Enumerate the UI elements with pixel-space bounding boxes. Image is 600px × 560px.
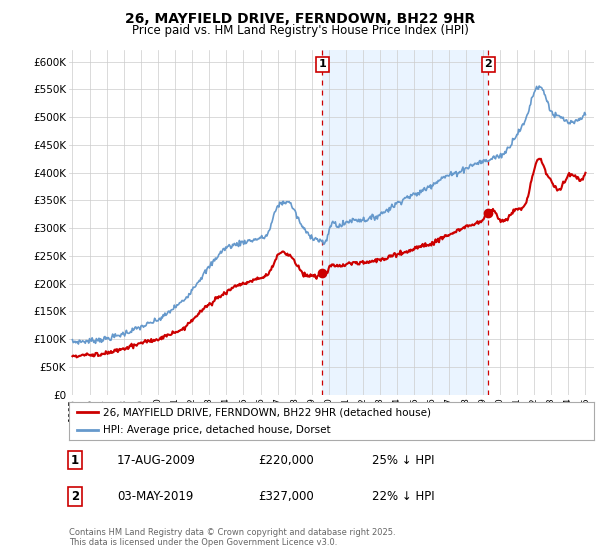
- Text: 2: 2: [71, 490, 79, 503]
- Text: 26, MAYFIELD DRIVE, FERNDOWN, BH22 9HR: 26, MAYFIELD DRIVE, FERNDOWN, BH22 9HR: [125, 12, 475, 26]
- Text: £327,000: £327,000: [258, 490, 314, 503]
- Bar: [322, 50, 488, 395]
- Text: HPI: Average price, detached house, Dorset: HPI: Average price, detached house, Dors…: [103, 425, 331, 435]
- Text: 03-MAY-2019: 03-MAY-2019: [117, 490, 193, 503]
- Text: £220,000: £220,000: [258, 454, 314, 466]
- Text: Contains HM Land Registry data © Crown copyright and database right 2025.
This d: Contains HM Land Registry data © Crown c…: [69, 528, 395, 547]
- Text: 1: 1: [319, 59, 326, 69]
- Text: 2: 2: [485, 59, 493, 69]
- Text: 22% ↓ HPI: 22% ↓ HPI: [372, 490, 434, 503]
- Text: 1: 1: [71, 454, 79, 466]
- Text: Price paid vs. HM Land Registry's House Price Index (HPI): Price paid vs. HM Land Registry's House …: [131, 24, 469, 36]
- Text: 17-AUG-2009: 17-AUG-2009: [117, 454, 196, 466]
- Text: 25% ↓ HPI: 25% ↓ HPI: [372, 454, 434, 466]
- Text: 26, MAYFIELD DRIVE, FERNDOWN, BH22 9HR (detached house): 26, MAYFIELD DRIVE, FERNDOWN, BH22 9HR (…: [103, 407, 431, 417]
